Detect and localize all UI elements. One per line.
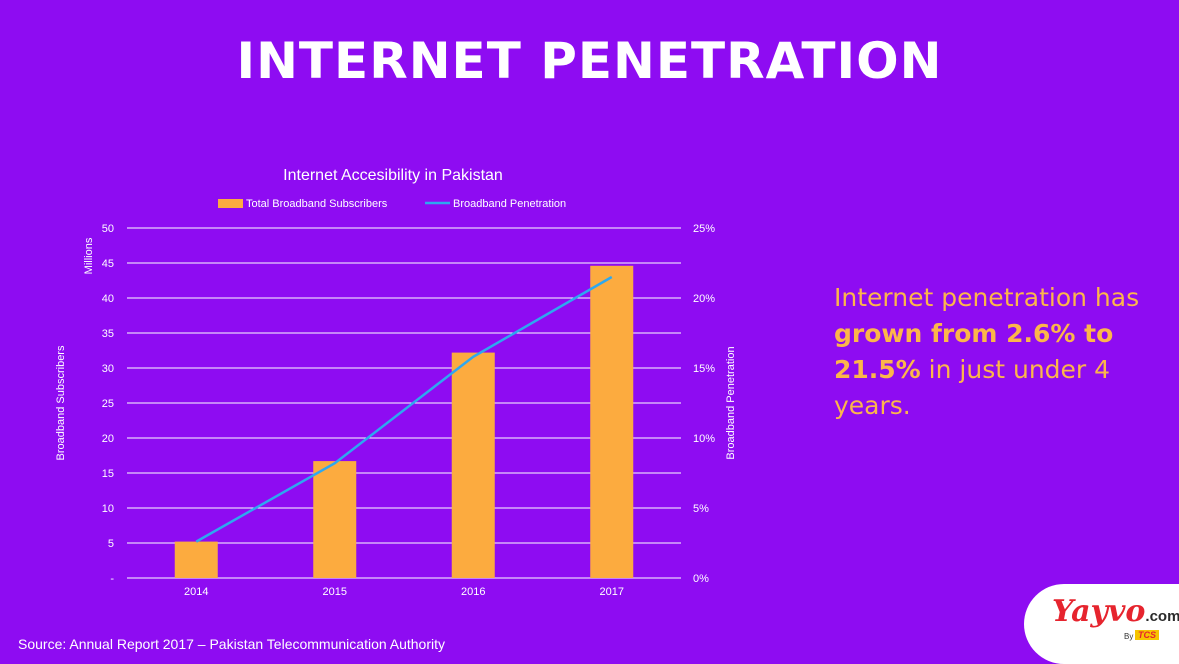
yayvo-logo: Yayvo.com — [1052, 594, 1179, 629]
y-tick-label: 15 — [102, 468, 114, 480]
y-axis-title: Broadband Subscribers — [55, 345, 67, 460]
y-axis-unit: Millions — [83, 237, 95, 274]
y-tick-label: 10 — [102, 503, 114, 515]
x-tick-label: 2016 — [461, 586, 485, 598]
y-tick-label: 20 — [102, 433, 114, 445]
logo-domain: .com — [1145, 608, 1179, 625]
logo-by: By — [1124, 632, 1134, 641]
broadband-chart: - 5 10 15 20 25 30 35 40 45 50 0% 5% 10% 15% 20% 25% 2014… — [55, 167, 737, 598]
note-highlight: grown from 2.6% to 21.5% — [834, 319, 1114, 384]
tcs-logo: TCS — [1135, 630, 1159, 640]
y2-tick-label: 25% — [693, 223, 715, 235]
chart-title: Internet Accesibility in Pakistan — [283, 167, 503, 184]
chart-line — [195, 275, 613, 543]
chart-labels: - 5 10 15 20 25 30 35 40 45 50 0% 5% 10% 15% 20% 25% 2014… — [55, 167, 737, 598]
y2-tick-label: 20% — [693, 293, 715, 305]
bar-2017 — [590, 265, 634, 578]
note-text-1: Internet penetration has — [834, 283, 1140, 312]
logo-background — [1024, 584, 1179, 664]
legend-line-label: Broadband Penetration — [453, 198, 566, 210]
bar-2016 — [451, 352, 495, 578]
source-caption: Source: Annual Report 2017 – Pakistan Te… — [18, 636, 445, 652]
bar-2015 — [313, 461, 357, 578]
y-tick-label: 25 — [102, 398, 114, 410]
x-tick-label: 2014 — [184, 586, 208, 598]
note-text-2: in just under 4 years. — [834, 355, 1111, 420]
logo-brand: Yayvo — [1052, 594, 1146, 629]
y2-tick-label: 0% — [693, 573, 709, 585]
y2-axis-title: Broadband Penetration — [725, 346, 737, 459]
x-tick-label: 2017 — [600, 586, 624, 598]
y-tick-label: 30 — [102, 363, 114, 375]
chart-bars — [174, 265, 634, 578]
y-tick-label: 5 — [108, 538, 114, 550]
y-tick-label: 40 — [102, 293, 114, 305]
y-tick-label: 45 — [102, 258, 114, 270]
penetration-note: Internet penetration has grown from 2.6%… — [834, 280, 1144, 424]
y-tick-label: 35 — [102, 328, 114, 340]
y-tick-label: 50 — [102, 223, 114, 235]
y2-tick-label: 15% — [693, 363, 715, 375]
slide-title: INTERNET PENETRATION — [236, 32, 943, 90]
legend-bar-swatch — [218, 199, 243, 208]
penetration-line — [195, 275, 613, 543]
bar-2014 — [174, 541, 218, 578]
y2-tick-label: 10% — [693, 433, 715, 445]
y2-tick-label: 5% — [693, 503, 709, 515]
legend-bar-label: Total Broadband Subscribers — [246, 198, 388, 210]
chart-gridlines — [127, 227, 681, 579]
y-tick-label: - — [110, 573, 114, 585]
x-tick-label: 2015 — [323, 586, 347, 598]
